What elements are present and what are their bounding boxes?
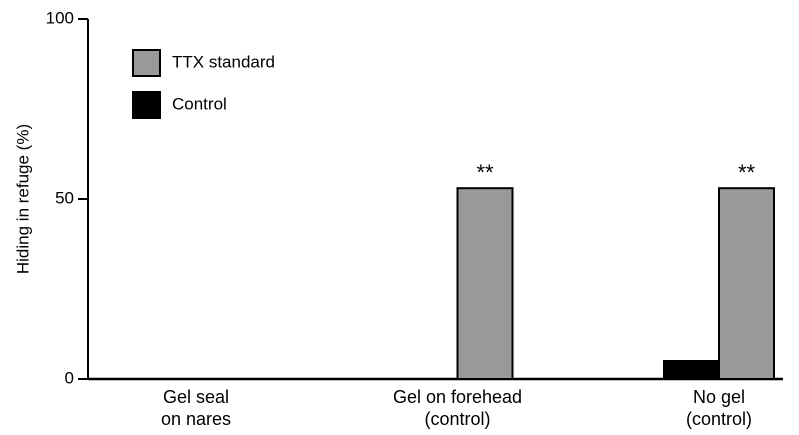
- annotation: **: [738, 160, 756, 185]
- annotation: **: [476, 160, 494, 185]
- bar: [663, 360, 720, 380]
- legend-label: Control: [172, 94, 227, 113]
- y-tick-label: 100: [46, 8, 74, 27]
- legend-swatch: [132, 49, 161, 77]
- y-tick-label: 50: [55, 188, 74, 207]
- y-axis-label: Hiding in refuge (%): [13, 124, 32, 274]
- y-tick-label: 0: [65, 368, 74, 387]
- bar: [718, 187, 775, 380]
- bar: [456, 187, 514, 380]
- x-tick-label: Gel on forehead (control): [392, 387, 523, 429]
- legend-label: TTX standard: [172, 52, 275, 71]
- legend-swatch: [132, 91, 161, 119]
- x-tick-label: Gel seal on nares: [160, 387, 232, 429]
- x-tick-label: No gel (control): [685, 387, 752, 429]
